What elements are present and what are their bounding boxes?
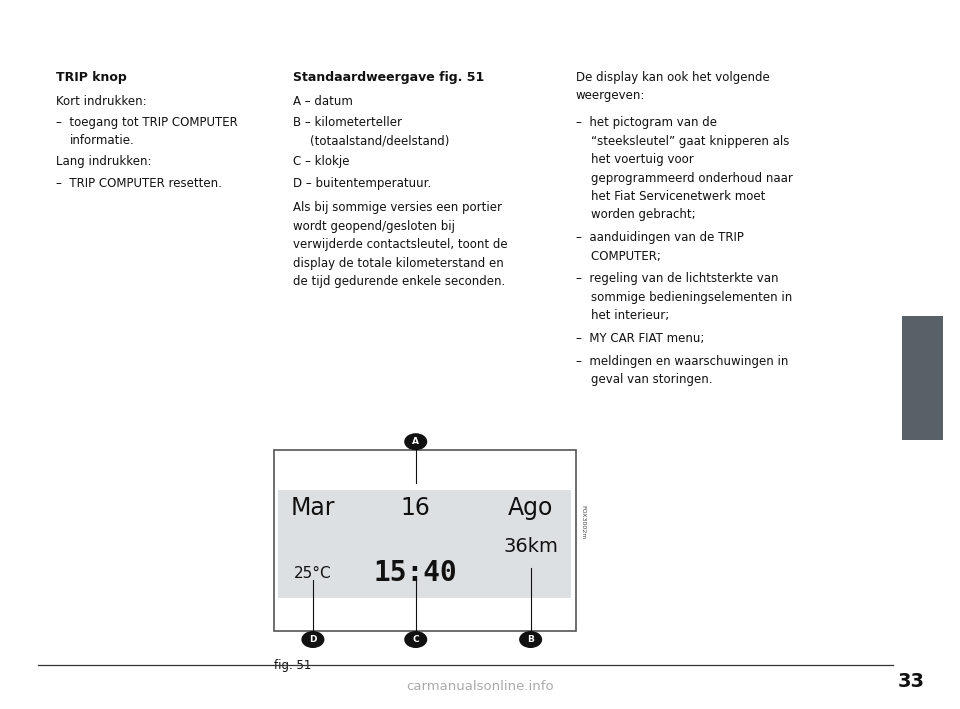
- Text: –  toegang tot TRIP COMPUTER: – toegang tot TRIP COMPUTER: [56, 116, 237, 129]
- Text: Mar: Mar: [291, 496, 335, 520]
- Text: COMPUTER;: COMPUTER;: [576, 250, 660, 262]
- Text: informatie.: informatie.: [70, 134, 134, 147]
- FancyBboxPatch shape: [278, 490, 571, 598]
- Text: 16: 16: [400, 496, 431, 520]
- Text: Standaardweergave fig. 51: Standaardweergave fig. 51: [293, 71, 484, 84]
- Text: –  TRIP COMPUTER resetten.: – TRIP COMPUTER resetten.: [56, 177, 222, 189]
- Text: A – datum: A – datum: [293, 95, 352, 108]
- Text: Als bij sommige versies een portier: Als bij sommige versies een portier: [293, 201, 502, 214]
- Text: B – kilometerteller: B – kilometerteller: [293, 116, 402, 129]
- Text: weergeven:: weergeven:: [576, 89, 645, 102]
- Text: A: A: [412, 437, 420, 446]
- Text: D: D: [309, 635, 317, 644]
- Text: wordt geopend/gesloten bij: wordt geopend/gesloten bij: [293, 220, 455, 233]
- Text: –  MY CAR FIAT menu;: – MY CAR FIAT menu;: [576, 332, 705, 345]
- Text: de tijd gedurende enkele seconden.: de tijd gedurende enkele seconden.: [293, 275, 505, 288]
- Text: worden gebracht;: worden gebracht;: [576, 208, 696, 221]
- Text: D – buitentemperatuur.: D – buitentemperatuur.: [293, 177, 431, 189]
- Circle shape: [519, 631, 542, 648]
- Text: fig. 51: fig. 51: [274, 659, 311, 672]
- Text: geval van storingen.: geval van storingen.: [576, 373, 712, 386]
- Text: 36km: 36km: [503, 537, 558, 556]
- Text: Kort indrukken:: Kort indrukken:: [56, 95, 146, 108]
- FancyBboxPatch shape: [274, 450, 576, 631]
- Circle shape: [301, 631, 324, 648]
- Text: TRIP knop: TRIP knop: [56, 71, 127, 84]
- Text: sommige bedieningselementen in: sommige bedieningselementen in: [576, 291, 792, 303]
- Text: –  aanduidingen van de TRIP: – aanduidingen van de TRIP: [576, 231, 744, 244]
- Text: B: B: [527, 635, 534, 644]
- Text: 15:40: 15:40: [373, 559, 458, 587]
- Text: 33: 33: [898, 672, 924, 691]
- Text: (totaalstand/deelstand): (totaalstand/deelstand): [310, 134, 449, 147]
- Text: FOX3002m: FOX3002m: [581, 506, 586, 540]
- Text: carmanualsonline.info: carmanualsonline.info: [406, 681, 554, 693]
- Text: C – klokje: C – klokje: [293, 155, 349, 168]
- Text: –  het pictogram van de: – het pictogram van de: [576, 116, 717, 129]
- Text: C: C: [413, 635, 420, 644]
- Text: Ago: Ago: [508, 496, 553, 520]
- Text: De display kan ook het volgende: De display kan ook het volgende: [576, 71, 770, 84]
- Text: verwijderde contactsleutel, toont de: verwijderde contactsleutel, toont de: [293, 238, 508, 251]
- Text: display de totale kilometerstand en: display de totale kilometerstand en: [293, 257, 504, 269]
- Text: het interieur;: het interieur;: [576, 309, 669, 322]
- Text: het voertuig voor: het voertuig voor: [576, 153, 694, 166]
- Text: “steeksleutel” gaat knipperen als: “steeksleutel” gaat knipperen als: [576, 135, 789, 147]
- Text: 25°C: 25°C: [294, 566, 332, 581]
- Text: –  regeling van de lichtsterkte van: – regeling van de lichtsterkte van: [576, 272, 779, 285]
- Text: geprogrammeerd onderhoud naar: geprogrammeerd onderhoud naar: [576, 172, 793, 184]
- FancyBboxPatch shape: [902, 316, 943, 440]
- Circle shape: [404, 433, 427, 450]
- Circle shape: [404, 631, 427, 648]
- Text: Lang indrukken:: Lang indrukken:: [56, 155, 151, 168]
- Text: het Fiat Servicenetwerk moet: het Fiat Servicenetwerk moet: [576, 190, 765, 203]
- Text: –  meldingen en waarschuwingen in: – meldingen en waarschuwingen in: [576, 354, 788, 367]
